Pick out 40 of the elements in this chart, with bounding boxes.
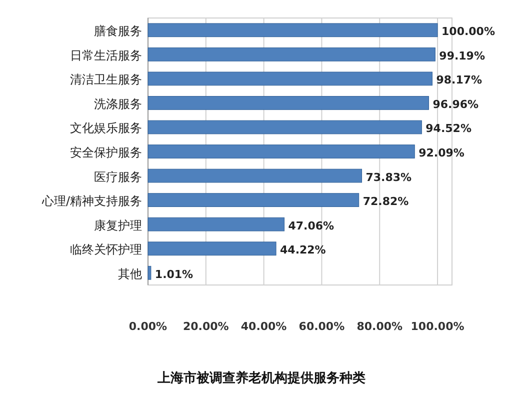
- data-label: 92.09%: [418, 146, 464, 160]
- data-label: 73.83%: [366, 170, 412, 184]
- y-tick-label: 膳食服务: [94, 24, 142, 38]
- y-tick-label: 康复护理: [94, 218, 142, 232]
- data-label: 94.52%: [426, 122, 472, 136]
- bar: [148, 120, 422, 134]
- bar: [148, 23, 438, 38]
- data-label: 47.06%: [288, 219, 334, 232]
- text: 上海市被调查养老机构提供服务种类: [156, 370, 366, 386]
- y-tick-label: 洗涤服务: [94, 96, 142, 111]
- bar: [148, 47, 436, 62]
- bar: [148, 144, 415, 158]
- y-tick-label: 其他: [118, 266, 142, 281]
- bar: [148, 242, 276, 256]
- data-label: 1.01%: [154, 268, 194, 281]
- data-label: 96.96%: [432, 98, 479, 111]
- bar: [148, 266, 152, 280]
- data-label: 98.17%: [436, 74, 482, 87]
- x-tick-label: 60.00%: [298, 320, 345, 333]
- x-tick-label: 0.00%: [128, 320, 168, 333]
- y-tick-label: 清洁卫生服务: [70, 72, 142, 87]
- bar: [148, 96, 429, 110]
- y-tick-label: 文化娱乐服务: [70, 121, 142, 136]
- x-tick-label: 40.00%: [240, 320, 287, 333]
- y-tick-label: 医疗服务: [94, 170, 142, 184]
- bar: [148, 168, 362, 183]
- y-tick-label: 安全保护服务: [70, 146, 142, 160]
- bar: [148, 217, 284, 232]
- data-label: 44.22%: [280, 244, 326, 257]
- bar: [148, 193, 360, 207]
- data-label: 100.00%: [442, 25, 496, 38]
- y-tick-label: 心理/精神支持服务: [40, 194, 142, 208]
- bar: [148, 72, 432, 86]
- x-tick-label: 20.00%: [182, 320, 229, 333]
- x-tick-label: 80.00%: [356, 320, 403, 333]
- data-label: 72.82%: [362, 195, 409, 208]
- x-tick-label: 100.00%: [410, 320, 464, 333]
- data-label: 99.19%: [439, 49, 486, 62]
- y-tick-label: 日常生活服务: [70, 48, 142, 62]
- y-tick-label: 临终关怀护理: [70, 242, 142, 257]
